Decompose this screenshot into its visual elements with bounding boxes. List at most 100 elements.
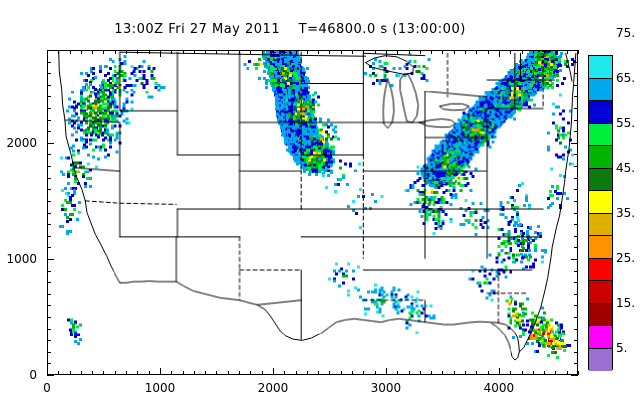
colorbar-segment	[589, 101, 612, 124]
x-axis-tick-top	[239, 50, 241, 54]
x-axis-tick-top	[137, 50, 139, 54]
y-axis-tick-right	[571, 258, 578, 260]
colorbar-tick-label: 35.	[616, 205, 636, 220]
y-axis-tick-label: 0	[29, 368, 37, 382]
x-axis-tick	[510, 371, 512, 375]
y-axis-tick-right	[574, 177, 578, 179]
y-axis-tick-right	[574, 50, 578, 51]
x-axis-tick	[103, 371, 105, 375]
figure-title: 13:00Z Fri 27 May 2011 T=46800.0 s (13:0…	[114, 22, 466, 37]
x-axis-tick	[329, 371, 331, 375]
y-axis-tick	[47, 73, 51, 75]
x-axis-tick-top	[47, 50, 48, 57]
radar-field-canvas-wrapper	[48, 51, 577, 374]
y-axis-tick-right	[574, 200, 578, 202]
x-axis-tick-top	[329, 50, 331, 54]
x-axis-tick-top	[205, 50, 207, 54]
y-axis-tick	[47, 212, 51, 214]
x-axis-tick-top	[182, 50, 184, 54]
x-axis-tick	[431, 371, 433, 375]
y-axis-tick	[47, 142, 54, 144]
colorbar-tick-label: 15.	[616, 295, 636, 310]
x-axis-tick-top	[476, 50, 478, 54]
colorbar-segment	[589, 213, 612, 236]
x-axis-tick	[295, 371, 297, 375]
x-axis-tick	[532, 371, 534, 375]
x-axis-tick-top	[261, 50, 263, 54]
y-axis-tick-label: 2000	[6, 135, 37, 150]
colorbar-segment	[589, 56, 612, 79]
y-axis-tick	[47, 166, 51, 168]
x-axis-tick	[261, 371, 263, 375]
x-axis-tick-top	[521, 50, 523, 54]
y-axis-tick	[47, 84, 51, 86]
x-axis-tick	[487, 371, 489, 375]
x-axis-tick-top	[419, 50, 421, 54]
y-axis-tick	[47, 189, 51, 191]
y-axis-tick	[47, 154, 51, 156]
y-axis-tick	[47, 108, 51, 110]
x-axis-tick-top	[566, 50, 568, 54]
x-axis-tick	[566, 371, 568, 375]
colorbar-tick-label: 45.	[616, 160, 636, 175]
x-axis-tick	[69, 371, 71, 375]
y-axis-tick-right	[574, 212, 578, 214]
x-axis-tick	[272, 368, 274, 375]
x-axis-tick-top	[250, 50, 252, 54]
x-axis-tick-top	[578, 50, 579, 54]
x-axis-tick-top	[510, 50, 512, 54]
x-axis-tick-top	[272, 50, 274, 57]
y-axis-tick-right	[574, 235, 578, 237]
y-axis-tick	[47, 96, 51, 98]
colorbar-segment	[589, 123, 612, 146]
y-axis-tick	[47, 247, 51, 249]
x-axis-tick	[159, 368, 161, 375]
y-axis-tick-right	[574, 270, 578, 272]
x-axis-tick-top	[58, 50, 60, 54]
y-axis-tick-right	[574, 154, 578, 156]
colorbar	[588, 55, 613, 371]
x-axis-tick-label: 0	[43, 381, 51, 395]
x-axis-tick-top	[148, 50, 150, 54]
radar-reflectivity-canvas	[48, 51, 577, 374]
x-axis-tick-top	[374, 50, 376, 54]
x-axis-tick	[385, 368, 387, 375]
x-axis-tick-top	[397, 50, 399, 54]
x-axis-tick-top	[80, 50, 82, 54]
map-plot-area	[47, 50, 578, 375]
x-axis-tick-top	[442, 50, 444, 54]
y-axis-tick	[47, 375, 54, 376]
x-axis-tick	[148, 371, 150, 375]
colorbar-segment	[589, 146, 612, 169]
x-axis-tick	[182, 371, 184, 375]
y-axis-tick	[47, 351, 51, 353]
x-axis-tick	[171, 371, 173, 375]
y-axis-tick-right	[574, 305, 578, 307]
x-axis-tick	[193, 371, 195, 375]
y-axis-tick-right	[574, 166, 578, 168]
x-axis-tick	[453, 371, 455, 375]
x-axis-tick	[137, 371, 139, 375]
colorbar-segment	[589, 303, 612, 326]
x-axis-tick	[465, 371, 467, 375]
x-axis-tick-label: 4000	[483, 381, 515, 395]
x-axis-tick	[284, 371, 286, 375]
y-axis-tick-label: 1000	[6, 251, 37, 266]
x-axis-tick-top	[114, 50, 116, 54]
y-axis-tick-right	[574, 328, 578, 330]
y-axis-tick	[47, 50, 51, 51]
x-axis-tick-top	[193, 50, 195, 54]
x-axis-tick	[80, 371, 82, 375]
x-axis-tick	[442, 371, 444, 375]
colorbar-tick-label: 75.	[616, 25, 636, 40]
y-axis-tick	[47, 328, 51, 330]
x-axis-tick	[306, 371, 308, 375]
x-axis-tick	[239, 371, 241, 375]
y-axis-tick	[47, 224, 51, 226]
y-axis-tick	[47, 131, 51, 133]
x-axis-tick	[363, 371, 365, 375]
y-axis-tick	[47, 258, 54, 260]
x-axis-tick-top	[487, 50, 489, 54]
x-axis-tick-top	[171, 50, 173, 54]
y-axis-tick-right	[574, 282, 578, 284]
